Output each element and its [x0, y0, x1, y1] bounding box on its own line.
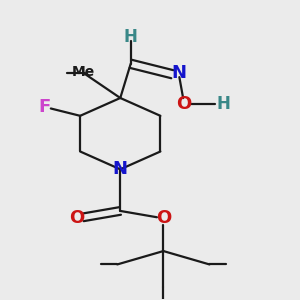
Text: N: N: [113, 160, 128, 178]
Text: F: F: [38, 98, 51, 116]
Text: O: O: [70, 209, 85, 227]
Text: O: O: [156, 209, 171, 227]
Text: O: O: [177, 95, 192, 113]
Text: Me: Me: [72, 65, 95, 80]
Text: H: H: [124, 28, 138, 46]
Text: N: N: [171, 64, 186, 82]
Text: H: H: [217, 95, 230, 113]
